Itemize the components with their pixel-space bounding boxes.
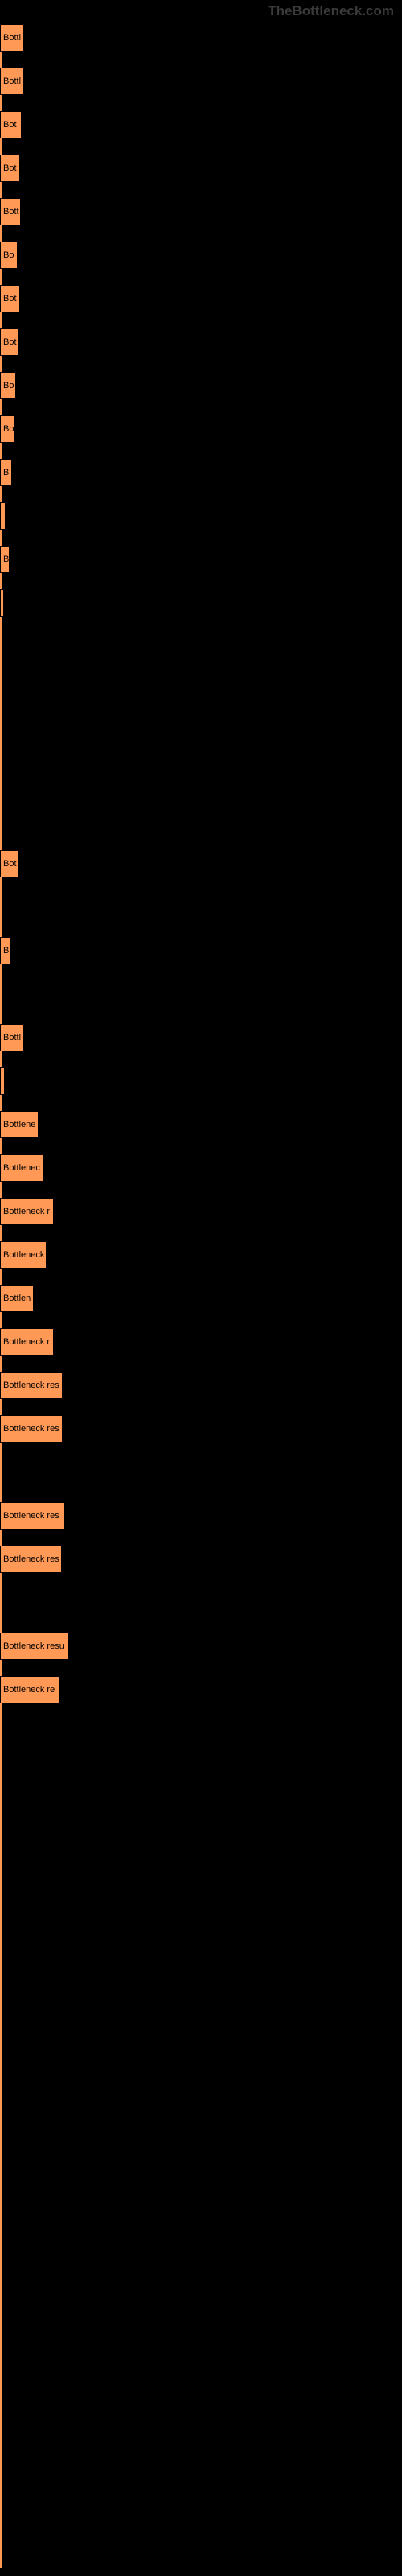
bar-label: Bottlen (3, 1294, 31, 1303)
bar-label: Bottleneck r (3, 1337, 50, 1347)
bar-label: B (3, 468, 9, 477)
bar-chart: Bottl Bottl Bot Bot Bott Bo Bot Bot Bo Bo B B Bot B Bo… (0, 24, 402, 2568)
bar: Bottleneck res (0, 1415, 63, 1443)
bar-label: Bo (3, 424, 14, 434)
bar: Bottleneck re (0, 1676, 59, 1703)
bar: Bot (0, 850, 18, 877)
bar: Bottleneck res (0, 1546, 62, 1573)
bar: Bot (0, 111, 22, 138)
bar-label: Bottlene (3, 1120, 35, 1129)
bar-label: Bot (3, 120, 17, 130)
bar-label: Bottleneck res (3, 1511, 59, 1521)
bar-label: Bottl (3, 1033, 21, 1042)
bar: Bottleneck resu (0, 1633, 68, 1660)
bar: Bott (0, 198, 21, 225)
bar-label: Bottl (3, 76, 21, 86)
bar-label: Bottlenec (3, 1163, 40, 1173)
bar: Bottleneck (0, 1241, 47, 1269)
bar-label: Bottleneck res (3, 1554, 59, 1564)
bar-label: B (3, 555, 9, 564)
bar: Bot (0, 285, 20, 312)
bar-label: Bottleneck resu (3, 1641, 64, 1651)
bar-label: Bo (3, 250, 14, 260)
bar-label: Bo (3, 381, 14, 390)
bar-label: Bottleneck r (3, 1207, 50, 1216)
bar: B (0, 937, 11, 964)
bar-label: Bot (3, 294, 17, 303)
bar: Bot (0, 155, 20, 182)
bar-label: B (3, 946, 9, 956)
bar: Bo (0, 372, 16, 399)
bar: Bottlen (0, 1285, 34, 1312)
bar (0, 589, 4, 617)
bar: Bottleneck res (0, 1502, 64, 1530)
bar (0, 1067, 5, 1095)
bar-label: Bot (3, 337, 17, 347)
bar: Bottleneck r (0, 1328, 54, 1356)
bar: Bottlene (0, 1111, 39, 1138)
bar: Bottlenec (0, 1154, 44, 1182)
watermark-text: TheBottleneck.com (268, 3, 394, 19)
bar-label: Bottleneck (3, 1250, 44, 1260)
bar: Bot (0, 328, 18, 356)
bar-label: Bot (3, 163, 17, 173)
bar-label: Bottleneck res (3, 1381, 59, 1390)
bar-label: Bottleneck res (3, 1424, 59, 1434)
bar: Bottleneck r (0, 1198, 54, 1225)
bar: B (0, 546, 10, 573)
bar-label: Bot (3, 859, 17, 869)
bar-label: Bottleneck re (3, 1685, 55, 1695)
bar-label: Bott (3, 207, 19, 217)
bar: Bottl (0, 68, 24, 95)
bar: Bo (0, 242, 18, 269)
bar: Bottl (0, 24, 24, 52)
bar: Bo (0, 415, 15, 443)
bar (0, 502, 6, 530)
bar-label: Bottl (3, 33, 21, 43)
bar: Bottl (0, 1024, 24, 1051)
bar: B (0, 459, 12, 486)
bar: Bottleneck res (0, 1372, 63, 1399)
